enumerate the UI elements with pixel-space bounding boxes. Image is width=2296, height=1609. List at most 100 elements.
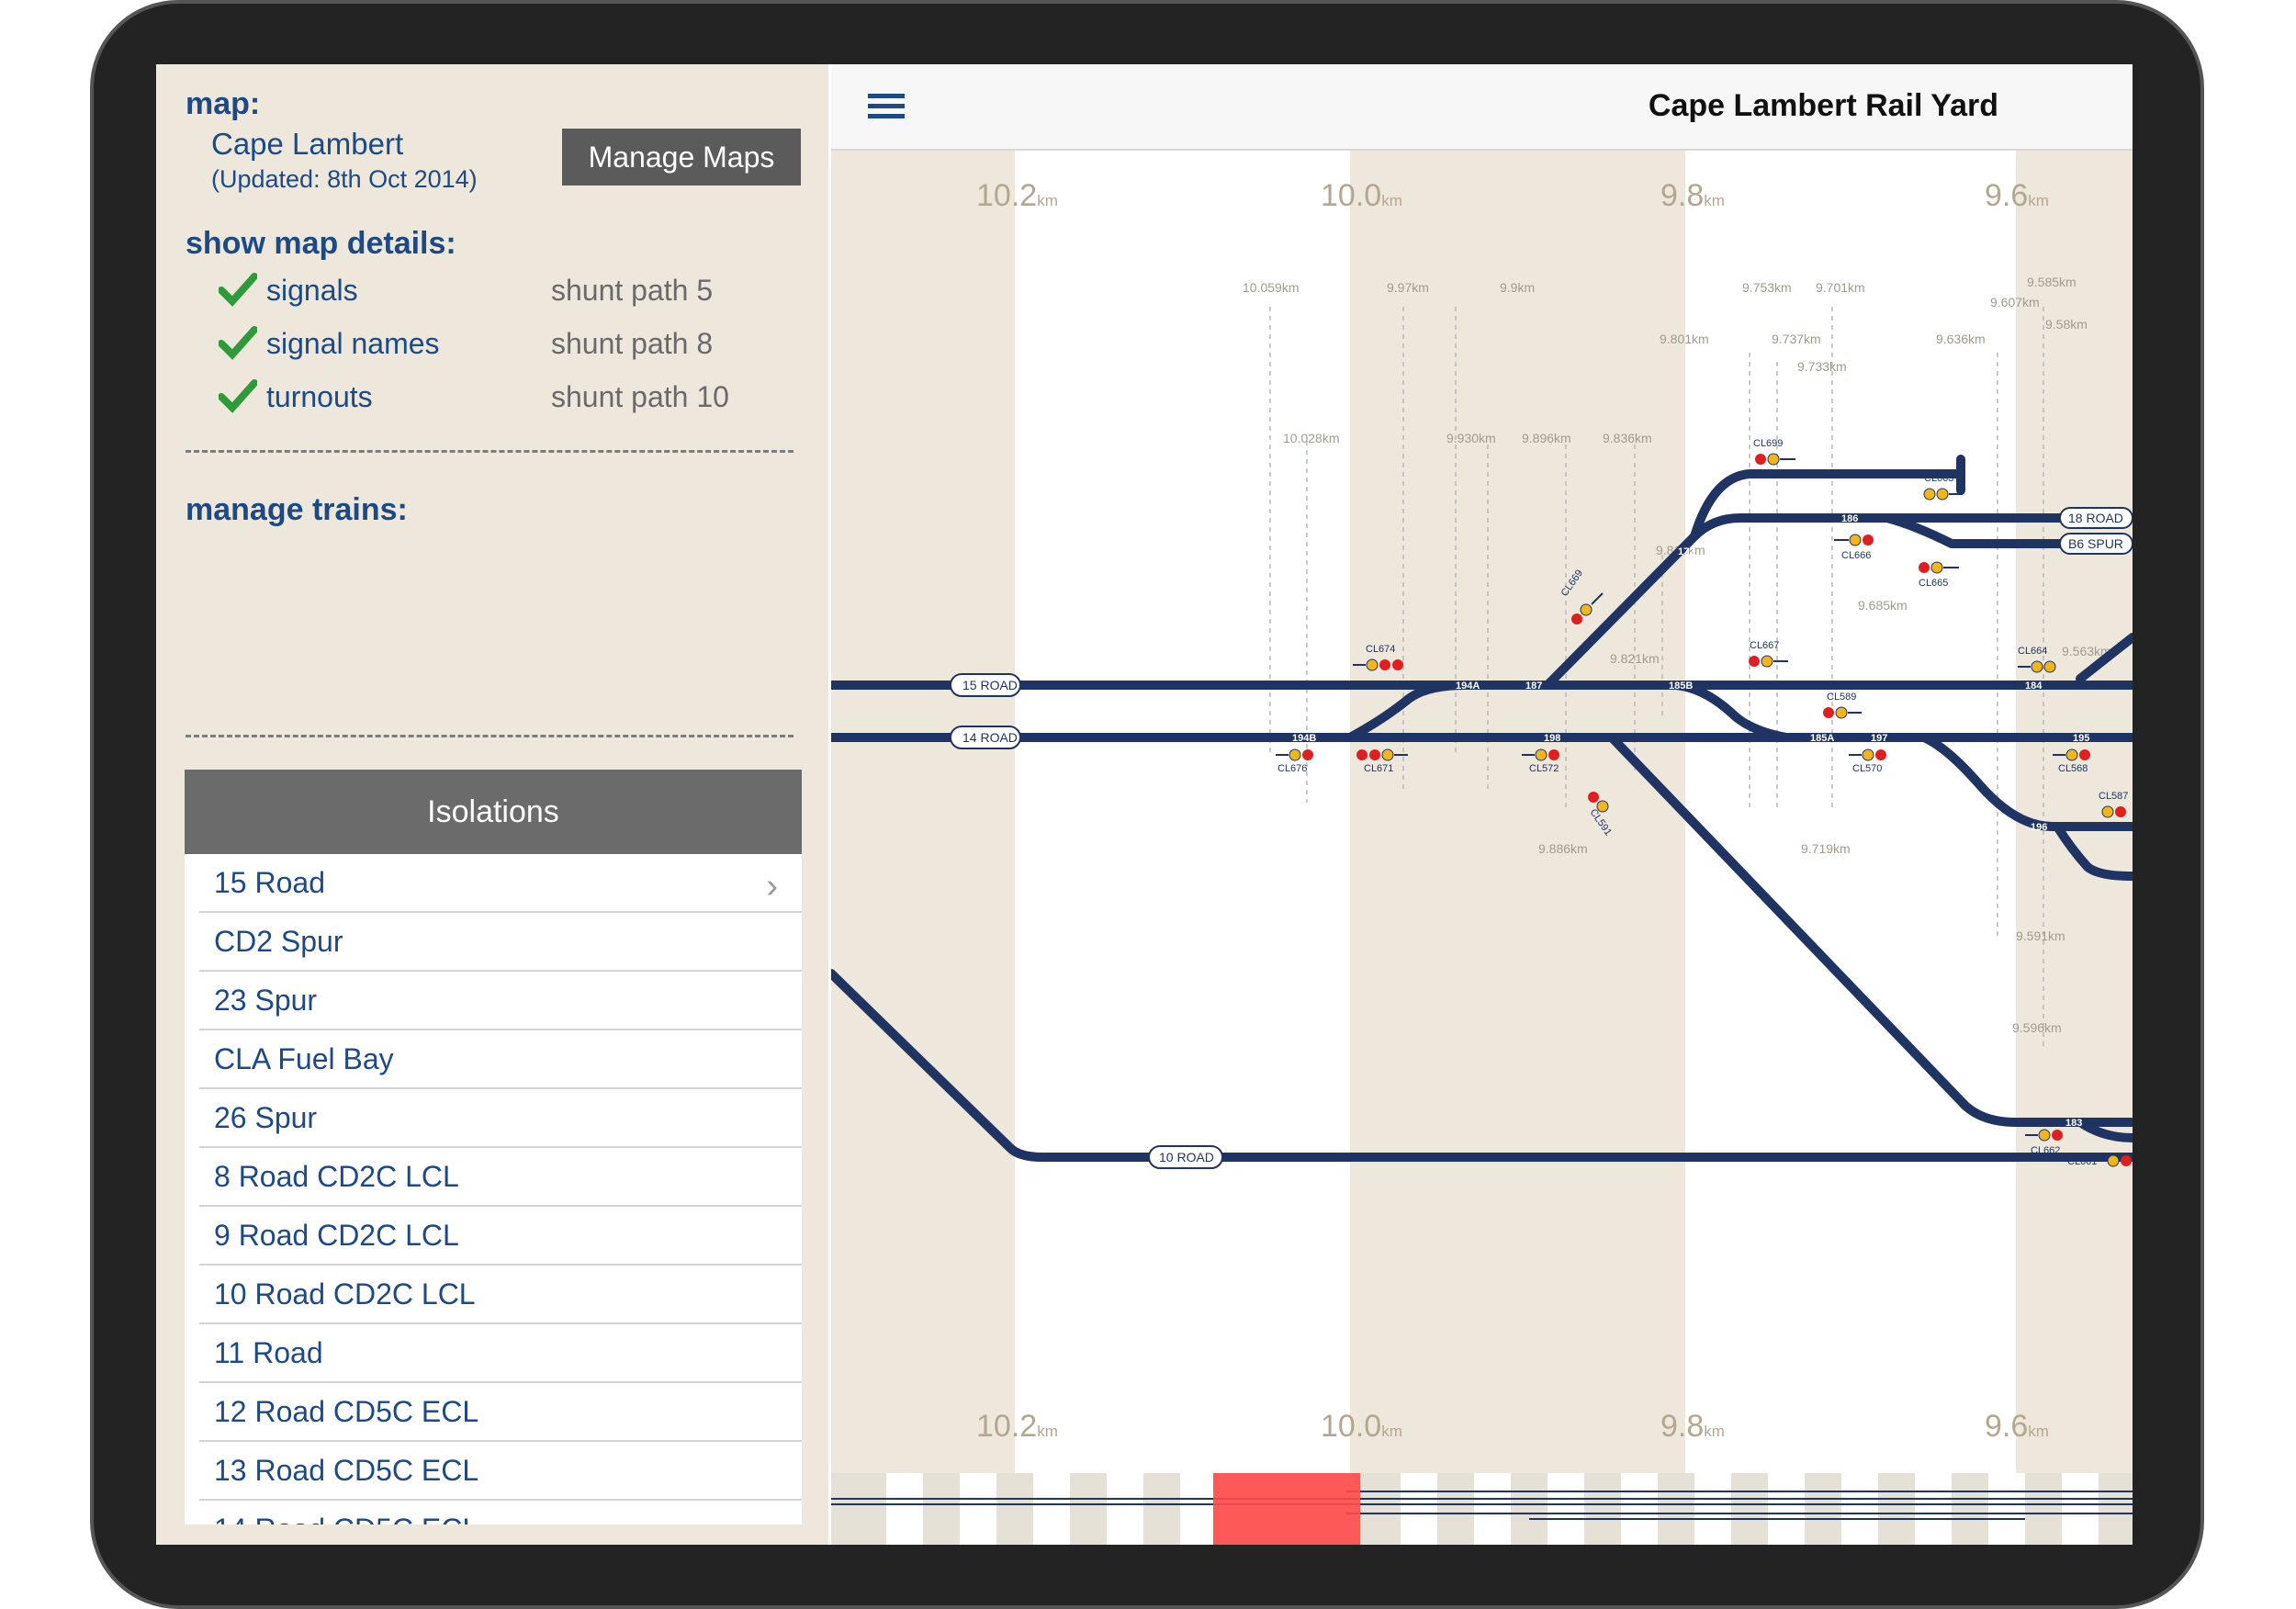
distance-label: 10.059km	[1243, 280, 1299, 295]
list-item[interactable]: CD2 Spur	[199, 913, 802, 972]
page-title: Cape Lambert Rail Yard	[1648, 88, 1998, 123]
rail-yard-map[interactable]: 10.2km 10.0km 9.8km 9.6km 10.2km 10.0km …	[831, 151, 2133, 1473]
signal-cl572[interactable]: CL572	[1522, 748, 1559, 774]
track-crossover-194	[1345, 681, 1469, 742]
check-icon[interactable]	[219, 325, 257, 360]
option-signals[interactable]: signals	[266, 274, 358, 307]
manage-trains-heading: manage trains:	[186, 492, 408, 527]
option-turnouts[interactable]: turnouts	[266, 380, 373, 413]
list-item[interactable]: 8 Road CD2C LCL	[199, 1148, 802, 1207]
signal-cl667[interactable]: CL667	[1749, 640, 1788, 668]
list-item[interactable]: 10 Road CD2C LCL	[199, 1266, 802, 1324]
turnout-label: 184	[2025, 681, 2043, 692]
shunt-path-10[interactable]: shunt path 10	[551, 380, 729, 413]
turnout-label: 183	[2065, 1118, 2082, 1129]
turnout-label: 186	[1841, 513, 1858, 524]
list-item[interactable]: 9 Road CD2C LCL	[199, 1207, 802, 1266]
signal-cl666[interactable]: CL666	[1834, 534, 1874, 561]
distance-label: 9.896km	[1522, 431, 1571, 445]
signal-cl699[interactable]: CL699	[1753, 438, 1795, 466]
turnout-label: 197	[1871, 733, 1887, 744]
km-marker: 10.2km	[976, 178, 1058, 213]
signal-cl587[interactable]: CL587	[2099, 791, 2128, 818]
signal-cl674[interactable]: CL674	[1353, 644, 1403, 671]
list-item[interactable]: CLA Fuel Bay	[199, 1030, 802, 1089]
km-marker: 10.0km	[1321, 1409, 1402, 1444]
track-crossover-185	[1671, 681, 1791, 742]
signal-cl661[interactable]: CL661	[2067, 1154, 2132, 1167]
turnout-label: 185B	[1669, 681, 1693, 692]
option-signal-names[interactable]: signal names	[266, 327, 440, 360]
road-label: B6 SPUR	[2068, 536, 2123, 551]
track-diagonal-198	[1607, 733, 2133, 1127]
minimap-overview	[831, 1473, 2133, 1545]
minimap[interactable]	[831, 1473, 2133, 1545]
signal-label: CL568	[2058, 763, 2088, 774]
minimap-viewport[interactable]	[1213, 1473, 1360, 1545]
manage-maps-button[interactable]: Manage Maps	[562, 129, 801, 186]
tablet-screen: map: Cape Lambert (Updated: 8th Oct 2014…	[156, 64, 2133, 1545]
check-icon[interactable]	[219, 272, 257, 307]
track-b6-spur	[1883, 513, 2133, 548]
road-label: 14 ROAD	[962, 730, 1018, 745]
map-band	[1350, 151, 1685, 1473]
signal-cl663[interactable]: CL663	[1923, 473, 1963, 501]
track-10-road	[831, 969, 2133, 1162]
map-panel: Cape Lambert Rail Yard 10.2km 10.0km 9.8…	[831, 64, 2133, 1545]
distance-label: 9.733km	[1797, 359, 1847, 374]
signal-cl665[interactable]: CL665	[1919, 561, 1959, 589]
check-icon[interactable]	[219, 378, 257, 413]
km-marker: 9.6km	[1985, 1409, 2049, 1444]
shunt-path-5[interactable]: shunt path 5	[551, 274, 714, 307]
road-label-box	[1148, 1145, 1223, 1169]
list-item[interactable]: 15 Road ›	[199, 854, 802, 913]
signal-label: CL570	[1852, 763, 1882, 774]
distance-label: 9.9km	[1500, 280, 1535, 295]
track-branch-196b	[2053, 822, 2133, 881]
turnout-label: 198	[1544, 733, 1560, 744]
signal-label: CL667	[1750, 640, 1779, 651]
km-marker: 9.8km	[1660, 178, 1725, 213]
list-item-label: 23 Spur	[214, 983, 318, 1017]
turnout-label: 195	[2073, 733, 2089, 744]
signal-cl568[interactable]: CL568	[2053, 748, 2090, 774]
signal-label: CL665	[1919, 578, 1948, 589]
distance-label: 9.591km	[2016, 928, 2065, 943]
track-stub-699	[1690, 469, 1965, 541]
list-item[interactable]: 23 Spur	[199, 972, 802, 1030]
list-item[interactable]: 26 Spur	[199, 1089, 802, 1148]
list-item[interactable]: 12 Road CD5C ECL	[199, 1383, 802, 1442]
km-marker: 10.0km	[1321, 178, 1402, 213]
distance-label: 9.607km	[1990, 295, 2040, 309]
signal-label: CL674	[1366, 644, 1395, 655]
isolations-header: Isolations	[185, 770, 802, 854]
shunt-path-8[interactable]: shunt path 8	[551, 327, 714, 360]
signal-label: CL676	[1277, 763, 1307, 774]
turnout-label: 172	[1678, 546, 1694, 557]
turnout-label: 196	[2031, 822, 2047, 833]
road-label: 15 ROAD	[962, 678, 1018, 692]
signal-cl664[interactable]: CL664	[2018, 646, 2056, 673]
list-item-label: 13 Road CD5C ECL	[214, 1453, 479, 1487]
signal-cl671[interactable]: CL671	[1356, 748, 1408, 774]
road-label-box	[2059, 507, 2133, 529]
reference-lines	[1269, 307, 2044, 1051]
turnout-label: 194B	[1292, 733, 1316, 744]
signal-cl589[interactable]: CL589	[1823, 692, 1862, 719]
hamburger-icon[interactable]	[868, 94, 905, 119]
km-marker: 9.8km	[1660, 1409, 1725, 1444]
signal-cl676[interactable]: CL676	[1276, 748, 1313, 774]
map-updated: (Updated: 8th Oct 2014)	[211, 165, 478, 193]
list-item-label: 14 Road CD5C ECL	[214, 1513, 478, 1525]
signal-label: CL661	[2067, 1156, 2097, 1167]
list-item[interactable]: 11 Road	[199, 1324, 802, 1383]
road-label: 10 ROAD	[1159, 1150, 1214, 1165]
list-item[interactable]: 14 Road CD5C ECL	[199, 1501, 802, 1525]
map-band	[831, 151, 1015, 1473]
track-branch-183	[2076, 1118, 2133, 1142]
chevron-right-icon: ›	[766, 867, 778, 906]
list-item[interactable]: 13 Road CD5C ECL	[199, 1442, 802, 1501]
signal-label: CL699	[1753, 438, 1783, 449]
signal-cl570[interactable]: CL570	[1849, 748, 1886, 774]
signal-cl662[interactable]: CL662	[2025, 1129, 2063, 1156]
